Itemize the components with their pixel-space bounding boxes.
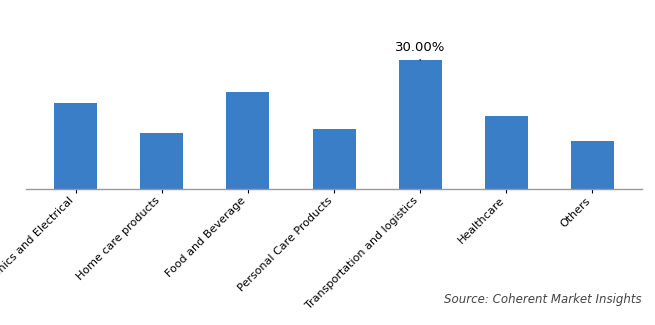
Bar: [227, 92, 269, 188]
Text: Source: Coherent Market Insights: Source: Coherent Market Insights: [444, 292, 642, 306]
Text: 30.00%: 30.00%: [395, 41, 445, 60]
Bar: [140, 133, 183, 188]
Bar: [399, 60, 441, 188]
Bar: [571, 141, 614, 188]
Bar: [312, 129, 356, 188]
Bar: [54, 103, 97, 188]
Bar: [485, 116, 528, 188]
